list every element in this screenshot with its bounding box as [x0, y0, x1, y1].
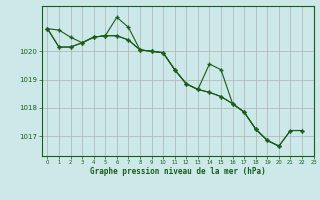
- X-axis label: Graphe pression niveau de la mer (hPa): Graphe pression niveau de la mer (hPa): [90, 167, 266, 176]
